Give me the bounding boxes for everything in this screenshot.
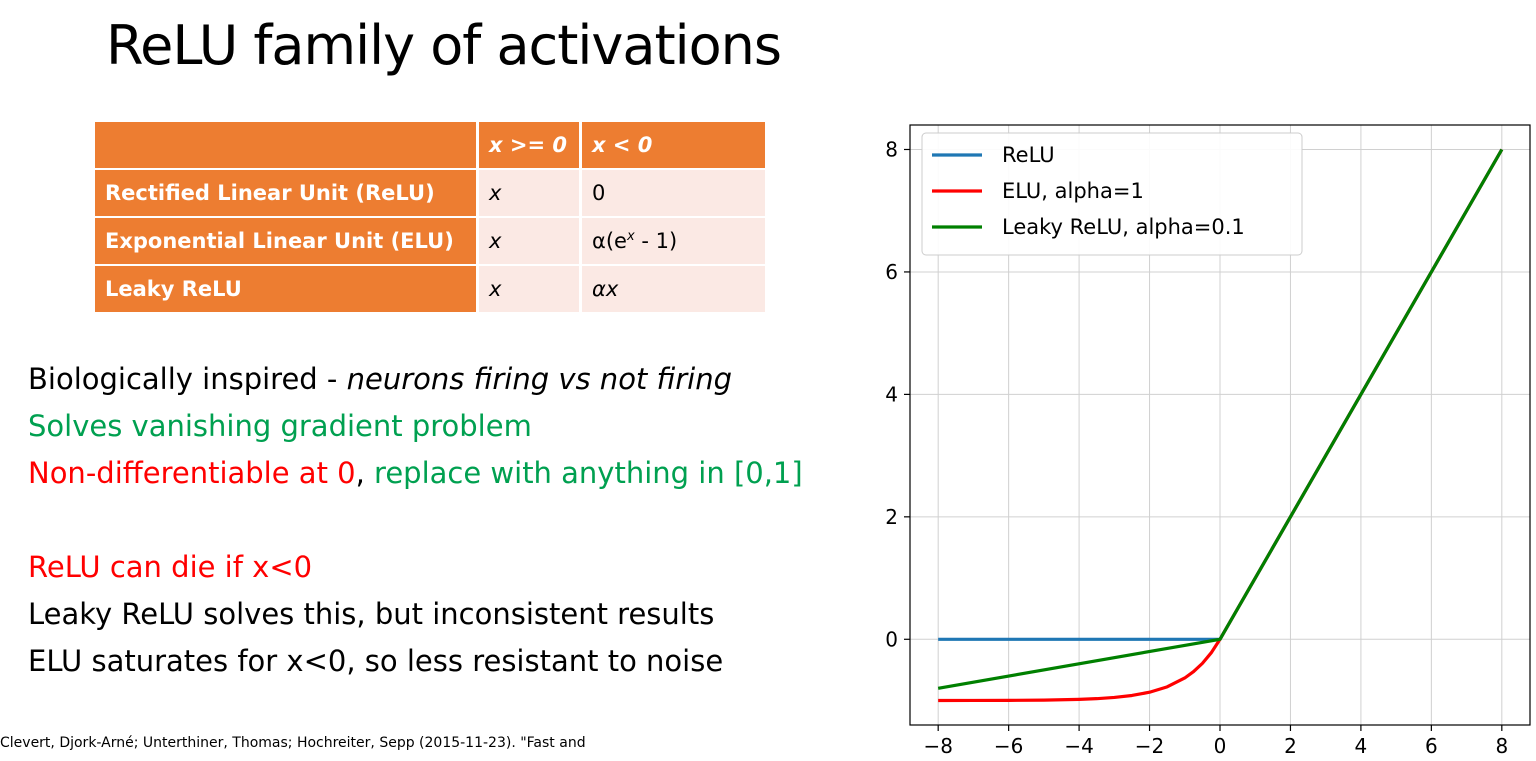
row-name-elu: Exponential Linear Unit (ELU) <box>95 216 478 265</box>
cell-positive: x <box>476 264 581 312</box>
y-tick-label: 6 <box>885 260 898 284</box>
cell-positive: x <box>476 168 581 217</box>
x-tick-label: −8 <box>923 734 952 758</box>
note-text: , <box>355 456 375 490</box>
activation-table: x >= 0 x < 0 Rectified Linear Unit (ReLU… <box>95 122 765 312</box>
x-tick-label: −6 <box>994 734 1023 758</box>
y-tick-label: 4 <box>885 382 898 406</box>
cell-negative: α(ex - 1) <box>579 216 765 265</box>
elu-formula-exponent: x <box>626 229 635 244</box>
row-name-relu: Rectified Linear Unit (ReLU) <box>95 168 478 217</box>
y-tick-label: 2 <box>885 505 898 529</box>
note-text: Biologically inspired - <box>28 362 347 396</box>
citation: Clevert, Djork-Arné; Unterthiner, Thomas… <box>0 735 586 751</box>
y-tick-label: 8 <box>885 137 898 161</box>
legend-label-0: ReLU <box>1002 143 1055 167</box>
activation-chart: −8 −6 −4 −2 0 2 4 6 8 0 2 4 6 8 ReLU ELU, alpha=1 Leaky … <box>885 124 1531 758</box>
x-tick-label: 2 <box>1284 734 1297 758</box>
slide-title: ReLU family of activations <box>106 14 782 77</box>
x-tick-label: −2 <box>1135 734 1164 758</box>
cell-negative: 0 <box>579 168 765 217</box>
table-row: Leaky ReLU x αx <box>95 264 765 312</box>
row-name-leaky-relu: Leaky ReLU <box>95 264 478 312</box>
note-text-green: replace with anything in [0,1] <box>374 456 803 490</box>
cell-positive: x <box>476 216 581 265</box>
elu-formula-prefix: α(e <box>592 229 627 253</box>
note-text-italic: neurons firing vs not firing <box>346 362 733 396</box>
note-text-red: Non-differentiable at 0 <box>28 456 356 490</box>
note-line-relu-die: ReLU can die if x<0 <box>28 550 313 584</box>
table-row: Rectified Linear Unit (ReLU) x 0 <box>95 168 765 217</box>
note-line-blank <box>28 497 803 544</box>
table-header-cell: x < 0 <box>579 122 765 169</box>
table-header-cell <box>95 122 478 169</box>
note-line-vanishing: Solves vanishing gradient problem <box>28 409 532 443</box>
series-line-2 <box>937 148 1504 690</box>
x-tick-label: −4 <box>1064 734 1093 758</box>
notes-text: Biologically inspired - neurons firing v… <box>28 356 803 685</box>
legend-label-2: Leaky ReLU, alpha=0.1 <box>1002 215 1245 239</box>
series-line-1 <box>938 148 1504 703</box>
y-tick-label: 0 <box>885 627 898 651</box>
elu-formula-suffix: - 1) <box>634 229 678 253</box>
table-header-cell: x >= 0 <box>476 122 581 169</box>
note-line-elu: ELU saturates for x<0, so less resistant… <box>28 644 724 678</box>
note-line-leaky: Leaky ReLU solves this, but inconsistent… <box>28 597 715 631</box>
table-row: Exponential Linear Unit (ELU) x α(ex - 1… <box>95 216 765 265</box>
cell-negative: αx <box>579 264 765 312</box>
note-line-differentiable: Non-differentiable at 0, replace with an… <box>28 450 803 497</box>
legend-box <box>921 132 1303 256</box>
x-tick-label: 6 <box>1425 734 1438 758</box>
note-line-biological: Biologically inspired - neurons firing v… <box>28 356 803 403</box>
x-tick-label: 4 <box>1355 734 1368 758</box>
table-header-row: x >= 0 x < 0 <box>95 122 765 169</box>
x-tick-label: 0 <box>1214 734 1227 758</box>
x-tick-label: 8 <box>1495 734 1508 758</box>
legend-label-1: ELU, alpha=1 <box>1002 179 1144 203</box>
